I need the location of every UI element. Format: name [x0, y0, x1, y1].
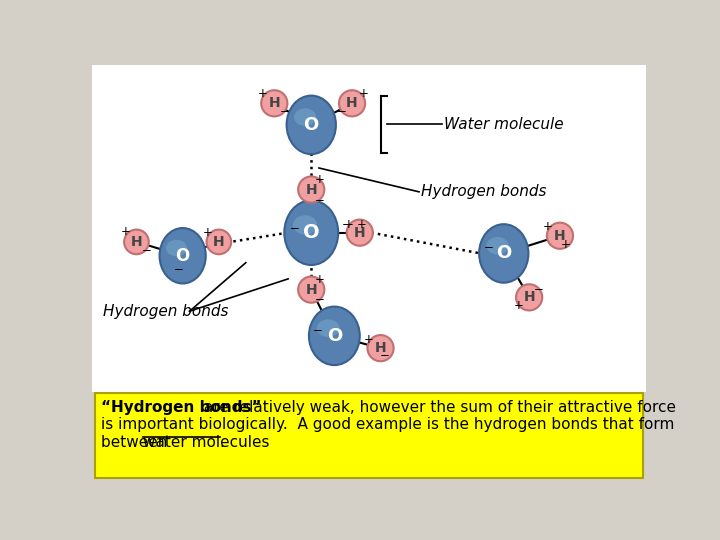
Ellipse shape: [367, 335, 394, 361]
Ellipse shape: [287, 96, 336, 154]
Text: “Hydrogen bonds”: “Hydrogen bonds”: [101, 400, 261, 415]
Text: +: +: [561, 238, 571, 251]
Ellipse shape: [309, 307, 360, 365]
Text: H: H: [269, 96, 280, 110]
Text: +: +: [357, 219, 367, 232]
Text: .: .: [220, 435, 225, 450]
Ellipse shape: [298, 276, 324, 303]
Text: Hydrogen bonds: Hydrogen bonds: [104, 303, 229, 319]
Text: −: −: [315, 293, 325, 306]
Text: H: H: [305, 183, 317, 197]
Text: between: between: [101, 435, 172, 450]
Text: H: H: [130, 235, 143, 249]
Text: −: −: [379, 349, 390, 362]
Text: O: O: [327, 327, 342, 345]
Text: Water molecule: Water molecule: [444, 117, 564, 132]
Ellipse shape: [317, 319, 340, 337]
Ellipse shape: [487, 237, 508, 254]
Ellipse shape: [124, 230, 149, 254]
Text: Hydrogen bonds: Hydrogen bonds: [421, 184, 547, 199]
Ellipse shape: [339, 90, 365, 117]
Ellipse shape: [284, 200, 338, 265]
Text: is important biologically.  A good example is the hydrogen bonds that form: is important biologically. A good exampl…: [101, 417, 675, 433]
Text: −: −: [279, 105, 289, 118]
Text: H: H: [213, 235, 225, 249]
Text: −: −: [289, 222, 300, 235]
Text: water molecules: water molecules: [143, 435, 269, 450]
Text: −: −: [534, 283, 544, 296]
Text: O: O: [496, 245, 511, 262]
Text: +: +: [258, 87, 268, 100]
Text: +: +: [513, 299, 523, 312]
Text: +: +: [121, 225, 130, 238]
Ellipse shape: [294, 109, 316, 126]
Text: −: −: [174, 263, 184, 276]
Text: −: −: [342, 219, 351, 232]
Text: O: O: [303, 223, 320, 242]
FancyBboxPatch shape: [92, 65, 647, 392]
Text: +: +: [203, 226, 213, 239]
Text: −: −: [315, 194, 325, 207]
Ellipse shape: [166, 240, 187, 256]
Text: +: +: [359, 87, 369, 100]
Text: H: H: [346, 96, 358, 110]
Text: H: H: [554, 229, 566, 243]
Text: H: H: [523, 291, 535, 305]
Text: H: H: [305, 282, 317, 296]
Text: −: −: [312, 324, 323, 337]
Text: +: +: [315, 273, 325, 286]
Text: +: +: [543, 220, 552, 233]
Text: H: H: [374, 341, 387, 355]
Text: H: H: [354, 226, 366, 240]
Ellipse shape: [547, 222, 573, 249]
Text: −: −: [483, 241, 493, 254]
Ellipse shape: [298, 177, 324, 202]
Text: O: O: [176, 247, 190, 265]
Text: O: O: [304, 116, 319, 134]
Ellipse shape: [207, 230, 231, 254]
Text: −: −: [337, 105, 347, 118]
Ellipse shape: [516, 284, 542, 310]
Text: +: +: [315, 173, 325, 186]
Ellipse shape: [160, 228, 206, 284]
Text: −: −: [142, 244, 151, 257]
FancyBboxPatch shape: [95, 393, 643, 477]
Ellipse shape: [261, 90, 287, 117]
Text: are relatively weak, however the sum of their attractive force: are relatively weak, however the sum of …: [199, 400, 676, 415]
Ellipse shape: [346, 220, 373, 246]
Ellipse shape: [293, 215, 318, 235]
Ellipse shape: [479, 224, 528, 283]
Text: +: +: [364, 333, 373, 346]
Text: +: +: [344, 218, 354, 231]
